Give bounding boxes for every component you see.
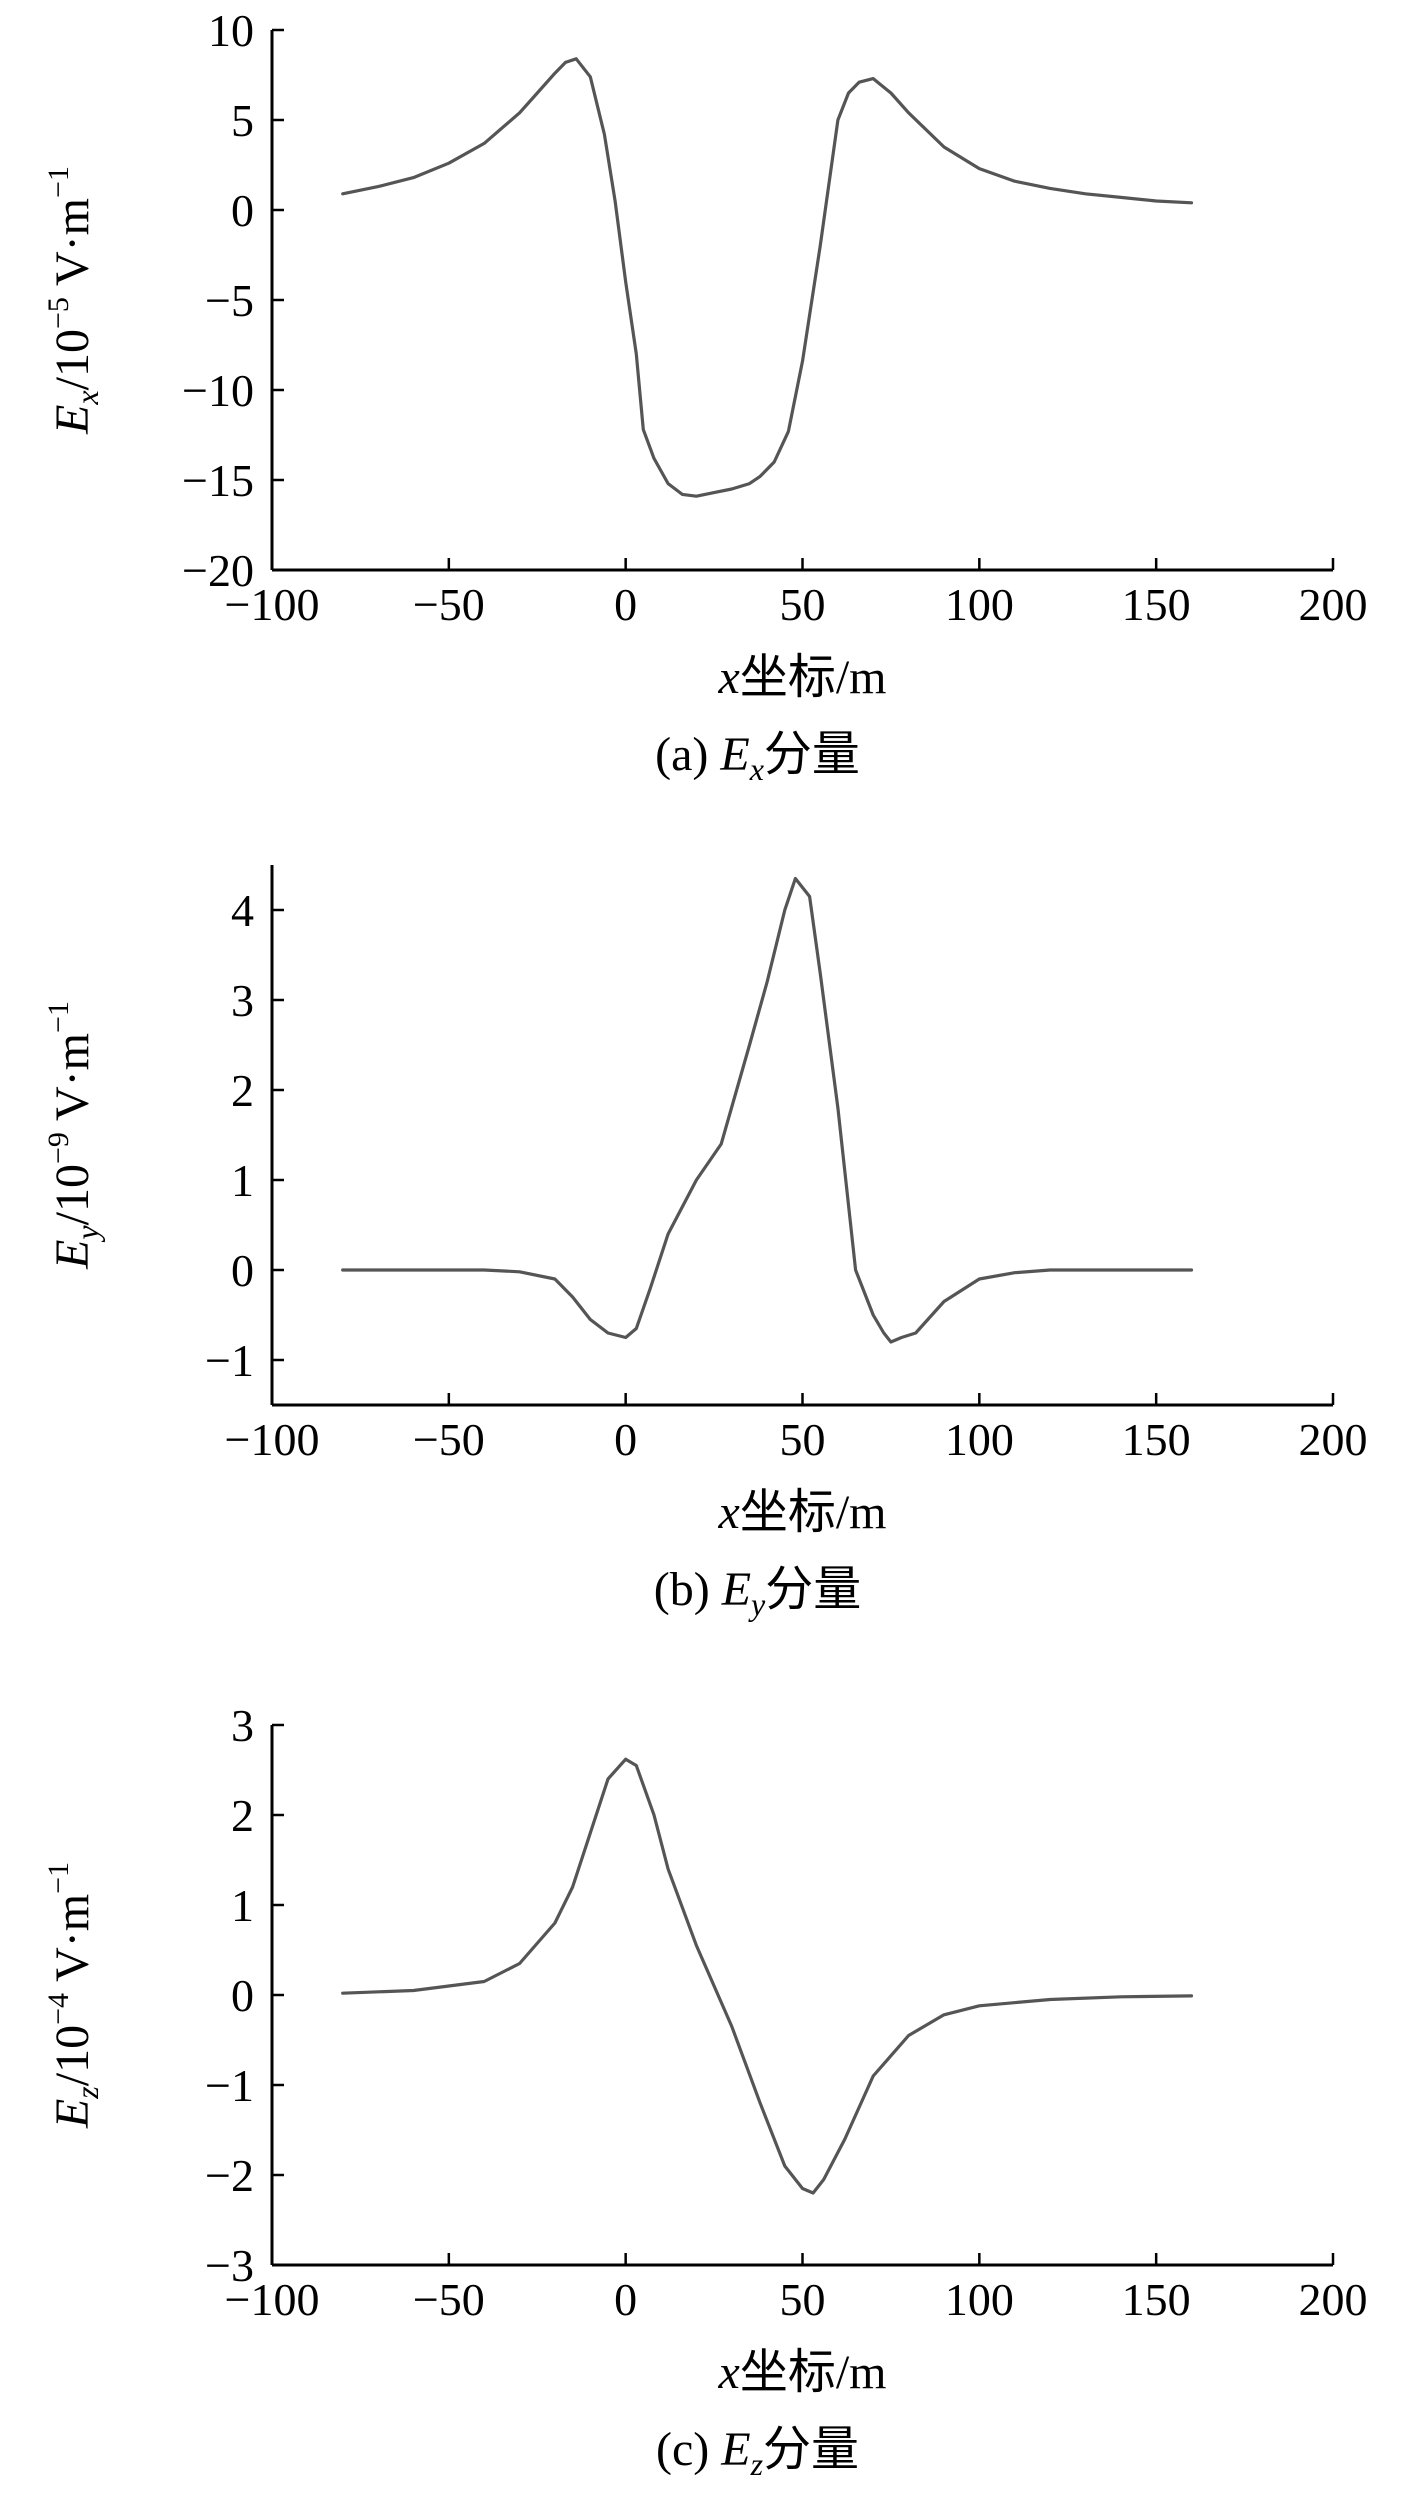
y-tick-label: −2: [205, 2150, 254, 2201]
chart-caption: (b) Ey分量: [654, 1563, 862, 1622]
x-tick-label: 100: [945, 579, 1014, 630]
y-axis-label: Ex/10−5 V·m−1: [42, 166, 105, 435]
x-tick-label: −50: [413, 1414, 485, 1465]
x-tick-label: 50: [780, 2274, 826, 2325]
y-tick-label: −20: [182, 545, 254, 596]
chart-3: −100 −50 0 50 100 150 200 −3 −2 −1 0 1 2 3 Ez/10−4 V·m…: [42, 1700, 1368, 2482]
x-tick-label: −100: [225, 1414, 320, 1465]
x-tick-label: 150: [1122, 2274, 1191, 2325]
y-tick-label: 3: [231, 975, 254, 1026]
x-tick-label: 50: [780, 579, 826, 630]
y-tick-label: −5: [205, 275, 254, 326]
x-axis-label: x坐标/m: [718, 1486, 887, 1539]
chart-caption: (a) Ex分量: [655, 728, 860, 787]
x-tick-label: 100: [945, 1414, 1014, 1465]
x-tick-label: 150: [1122, 579, 1191, 630]
y-tick-label: 0: [231, 1245, 254, 1296]
y-tick-label: 0: [231, 1970, 254, 2021]
y-tick-label: −3: [205, 2240, 254, 2291]
chart-2: −100 −50 0 50 100 150 200 −1 0 1 2 3 4 Ey/10−9 V·m−1 x…: [42, 865, 1368, 1622]
y-tick-label: −1: [205, 1335, 254, 1386]
x-tick-label: 50: [780, 1414, 826, 1465]
x-tick-label: 200: [1299, 2274, 1368, 2325]
x-tick-label: 100: [945, 2274, 1014, 2325]
y-tick-label: 10: [208, 5, 254, 56]
y-tick-label: 2: [231, 1790, 254, 1841]
y-tick-label: 0: [231, 185, 254, 236]
x-tick-label: 200: [1299, 1414, 1368, 1465]
y-tick-label: 1: [231, 1880, 254, 1931]
x-tick-label: 0: [614, 579, 637, 630]
x-axis-label: x坐标/m: [718, 2346, 887, 2399]
y-axis-label: Ez/10−4 V·m−1: [42, 1862, 105, 2129]
y-axis-label: Ey/10−9 V·m−1: [42, 1001, 105, 1270]
x-tick-label: −50: [413, 579, 485, 630]
y-tick-label: −10: [182, 365, 254, 416]
x-tick-label: 150: [1122, 1414, 1191, 1465]
x-axis-label: x坐标/m: [718, 651, 887, 704]
y-tick-label: −15: [182, 455, 254, 506]
chart-1: −100 −50 0 50 100 150 200−20−15−10−50510Ex/10−…: [42, 5, 1368, 787]
y-tick-label: 4: [231, 885, 254, 936]
x-tick-label: 0: [614, 1414, 637, 1465]
x-tick-label: 200: [1299, 579, 1368, 630]
x-tick-label: 0: [614, 2274, 637, 2325]
y-tick-label: 2: [231, 1065, 254, 1116]
x-tick-label: −100: [225, 579, 320, 630]
y-tick-label: 1: [231, 1155, 254, 1206]
series-line: [341, 1757, 1194, 2195]
x-tick-label: −50: [413, 2274, 485, 2325]
series-line: [341, 57, 1194, 498]
series-line: [341, 876, 1194, 1344]
y-tick-label: −1: [205, 2060, 254, 2111]
y-tick-label: 5: [231, 95, 254, 146]
x-tick-label: −100: [225, 2274, 320, 2325]
y-tick-label: 3: [231, 1700, 254, 1751]
chart-caption: (c) Ez分量: [656, 2423, 859, 2482]
